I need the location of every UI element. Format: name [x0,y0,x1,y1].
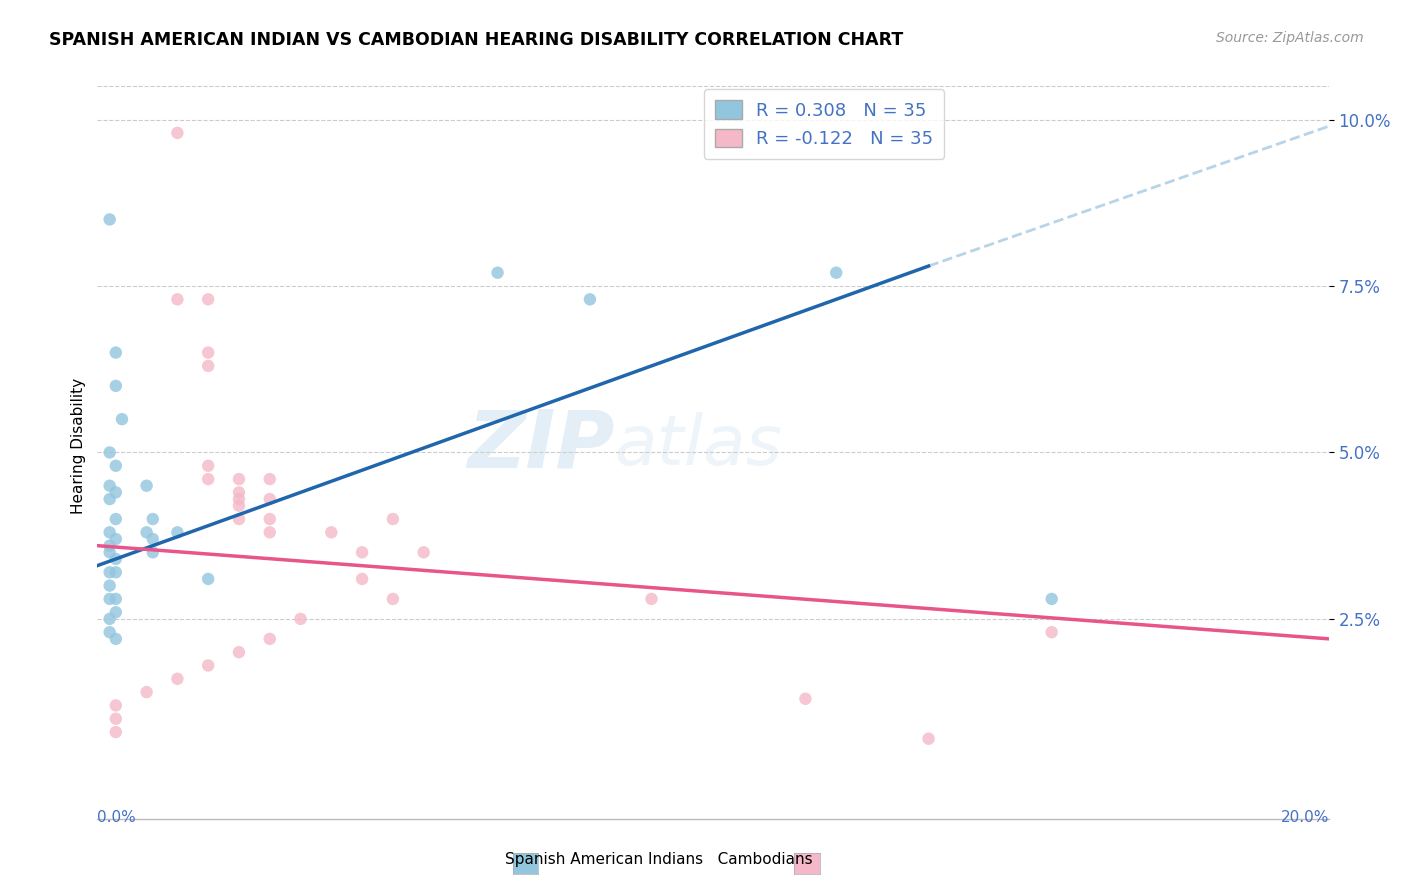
Point [228,485,250,500]
Text: 20.0%: 20.0% [1281,810,1329,825]
Point [104,379,127,393]
Point [98,591,121,606]
Point [228,645,250,659]
Point [104,485,127,500]
Text: SPANISH AMERICAN INDIAN VS CAMBODIAN HEARING DISABILITY CORRELATION CHART: SPANISH AMERICAN INDIAN VS CAMBODIAN HEA… [49,31,904,49]
Point [98,625,121,640]
Point [259,512,281,526]
Text: atlas: atlas [614,412,783,479]
Point [794,691,817,706]
Point [228,512,250,526]
Point [1040,591,1063,606]
Point [98,491,121,506]
Point [104,458,127,473]
Point [259,632,281,646]
Point [228,472,250,486]
Point [98,578,121,592]
Point [104,345,127,359]
Point [228,499,250,513]
Point [104,552,127,566]
Point [381,591,404,606]
Point [98,479,121,493]
Point [98,539,121,553]
Point [166,525,188,540]
Point [104,725,127,739]
Point [104,698,127,713]
Point [352,545,374,559]
Point [579,293,602,307]
Point [135,479,157,493]
Point [197,472,219,486]
Point [486,266,509,280]
Point [259,525,281,540]
Point [290,612,312,626]
Legend: R = 0.308   N = 35, R = -0.122   N = 35: R = 0.308 N = 35, R = -0.122 N = 35 [704,89,945,159]
Point [259,472,281,486]
Point [825,266,848,280]
Point [228,491,250,506]
Point [197,658,219,673]
Point [412,545,434,559]
Point [142,512,165,526]
Point [104,632,127,646]
Point [197,345,219,359]
Point [104,605,127,619]
Point [166,672,188,686]
Point [104,591,127,606]
Point [197,458,219,473]
Point [166,126,188,140]
Point [98,612,121,626]
Point [98,566,121,580]
Point [142,532,165,546]
Text: 0.0%: 0.0% [97,810,136,825]
Point [104,512,127,526]
Point [166,293,188,307]
Text: Source: ZipAtlas.com: Source: ZipAtlas.com [1216,31,1364,45]
Point [104,712,127,726]
Point [197,293,219,307]
Point [352,572,374,586]
Point [917,731,939,746]
Y-axis label: Hearing Disability: Hearing Disability [72,377,86,514]
Point [142,545,165,559]
Text: ZIP: ZIP [467,407,614,484]
Point [111,412,134,426]
Point [321,525,343,540]
Point [640,591,662,606]
Point [197,359,219,373]
Point [135,525,157,540]
Point [135,685,157,699]
Point [98,525,121,540]
Point [259,491,281,506]
Point [98,445,121,459]
Point [1040,625,1063,640]
Point [381,512,404,526]
Point [104,566,127,580]
Point [98,212,121,227]
Text: Spanish American Indians: Spanish American Indians [505,852,703,867]
Point [197,572,219,586]
Text: Cambodians: Cambodians [703,852,813,867]
Point [98,545,121,559]
Point [104,532,127,546]
